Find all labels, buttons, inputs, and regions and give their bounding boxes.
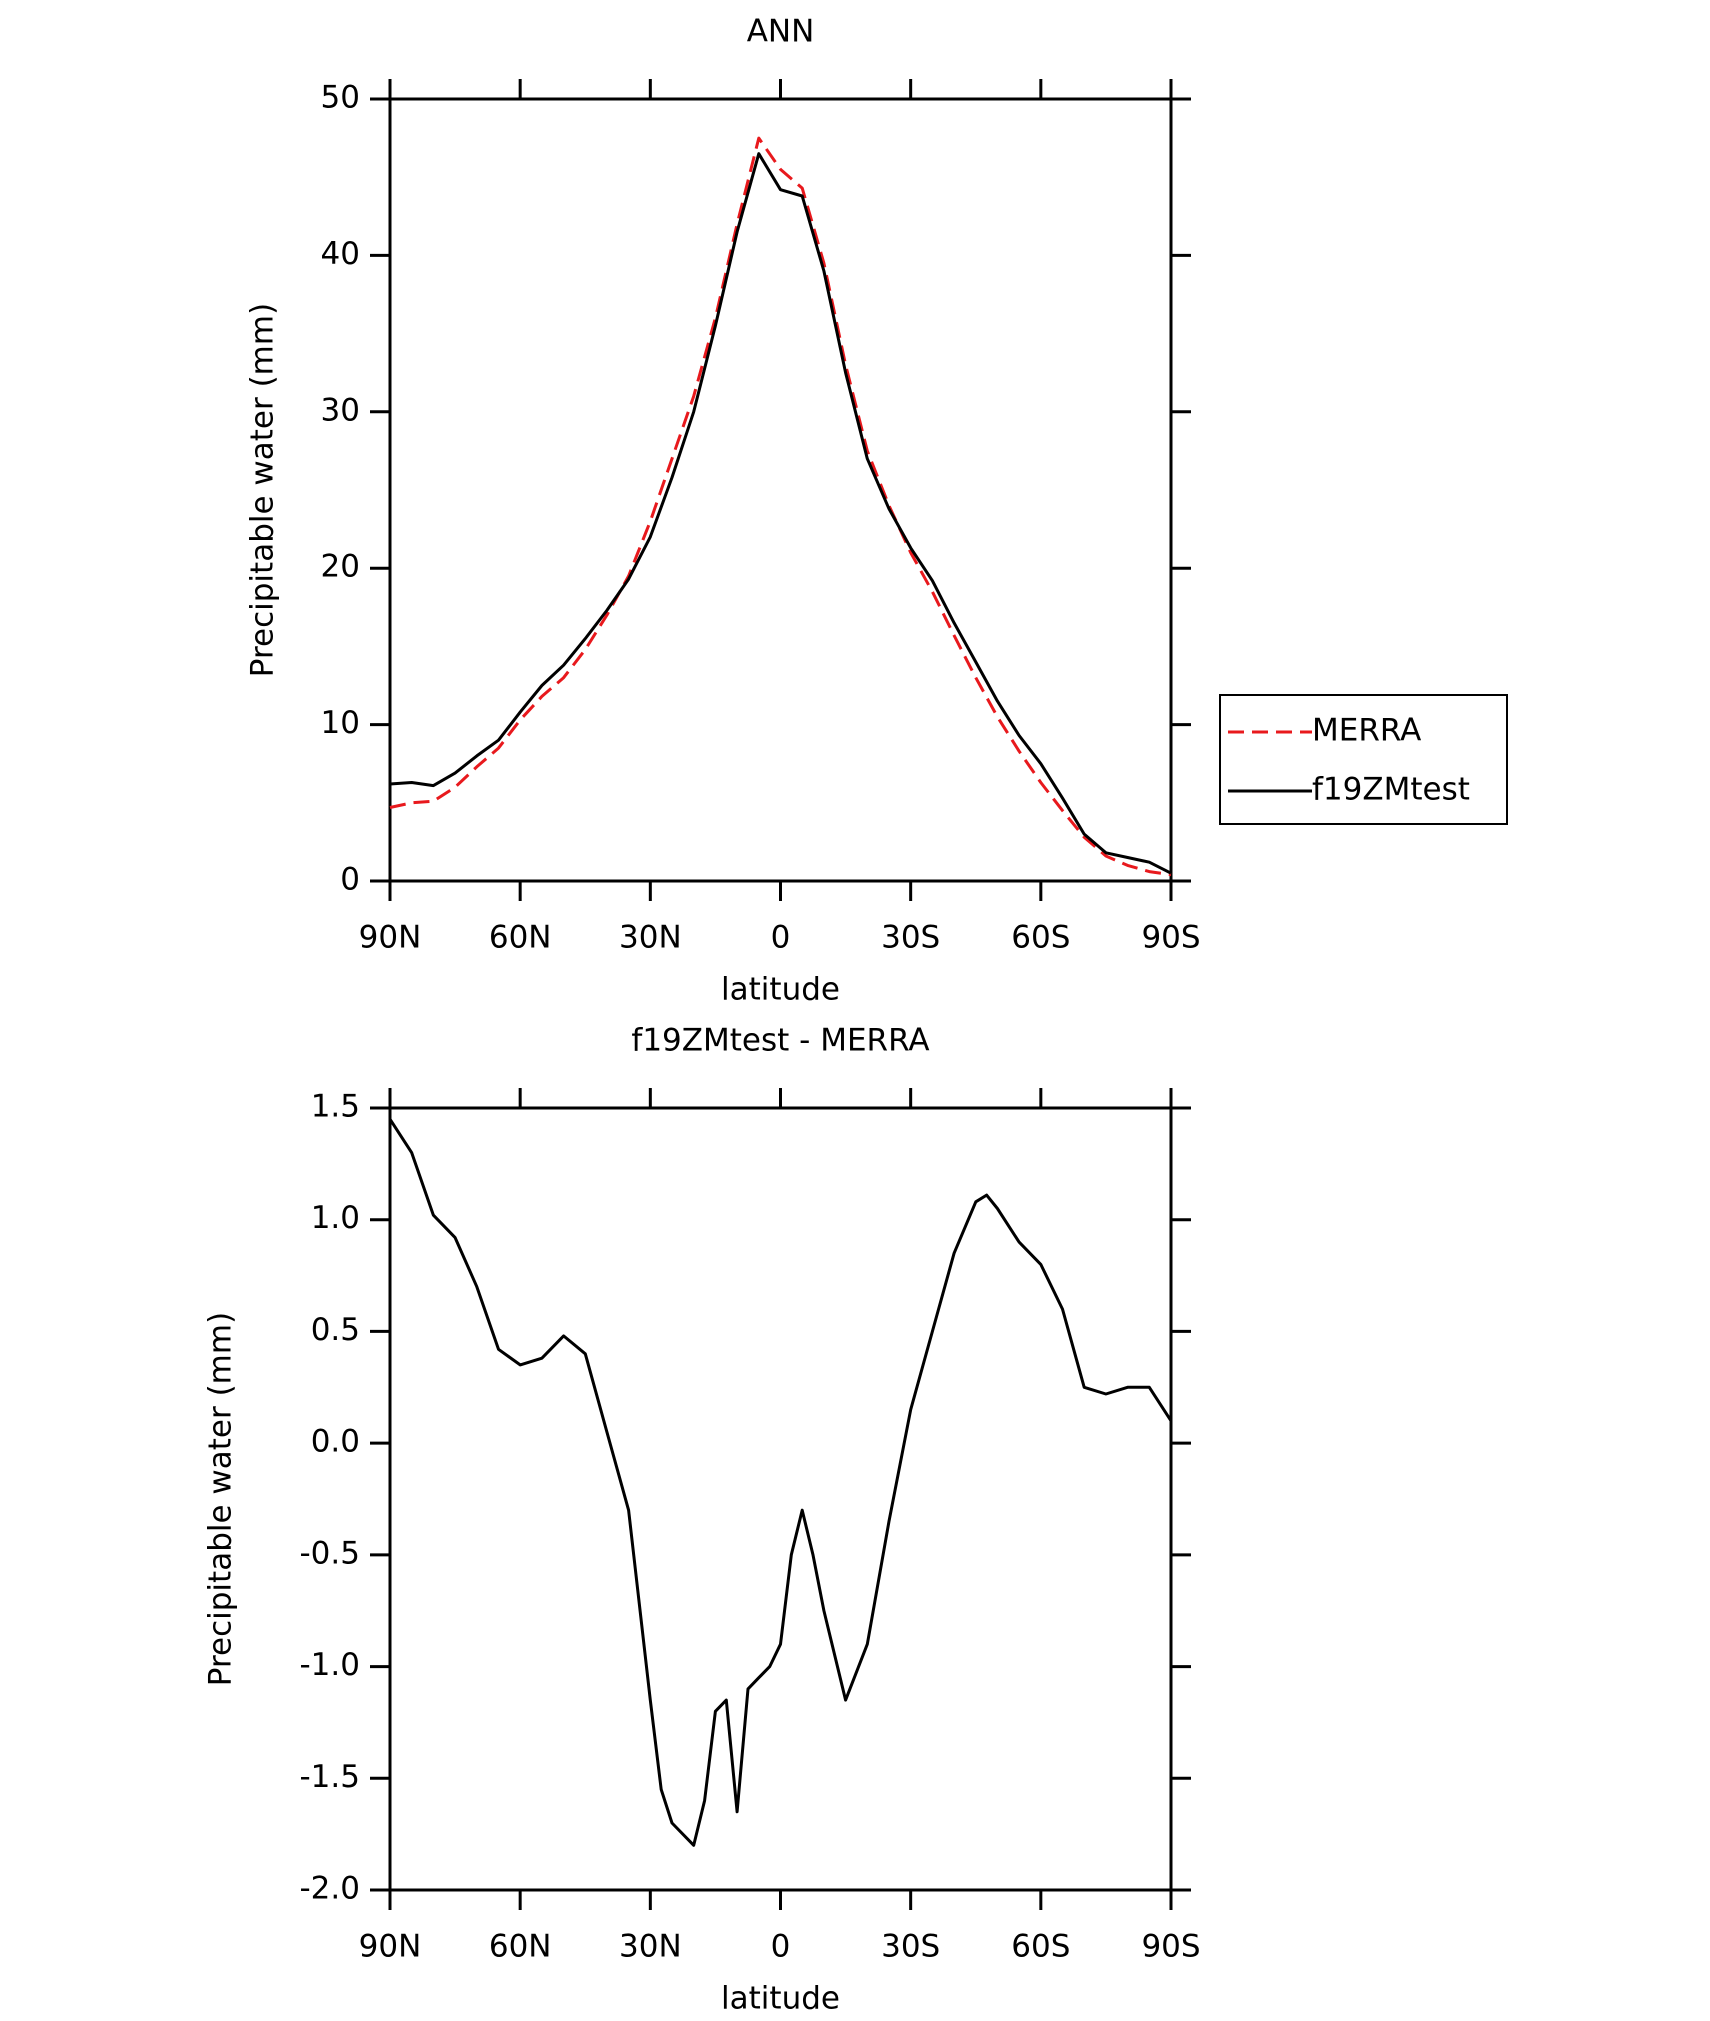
x-tick-label: 30N [619,920,682,956]
data-line [388,1118,1173,1847]
x-tick-label: 90S [1141,920,1200,956]
x-tick-label: 90N [359,1929,422,1965]
x-axis-label: latitude [721,1981,840,2017]
y-tick-label: 30 [321,392,360,428]
legend-label: f19ZMtest [1312,772,1470,808]
chart-title: ANN [747,14,815,50]
plot-frame [388,1106,1173,1892]
x-tick-label: 60S [1011,920,1070,956]
x-tick-label: 30S [881,920,940,956]
x-tick-label: 60N [489,1929,552,1965]
x-tick-label: 30N [619,1929,682,1965]
y-tick-label: 20 [321,549,360,585]
y-tick-label: -0.5 [300,1535,361,1571]
legend-label: MERRA [1312,713,1421,749]
y-tick-label: -1.5 [300,1759,361,1795]
y-tick-label: 1.5 [311,1089,360,1125]
x-tick-label: 60N [489,920,552,956]
y-tick-label: 0 [340,862,360,898]
y-tick-label: -1.0 [300,1647,361,1683]
legend-box [1219,694,1508,825]
x-tick-label: 30S [881,1929,940,1965]
y-tick-label: -2.0 [300,1871,361,1907]
y-tick-label: 0.0 [311,1424,360,1460]
y-tick-label: 1.0 [311,1200,360,1236]
y-axis-label: Precipitable water (mm) [245,303,281,677]
x-axis-label: latitude [721,972,840,1008]
y-tick-label: 0.5 [311,1312,360,1348]
x-tick-label: 90N [359,920,422,956]
y-axis-label: Precipitable water (mm) [203,1312,239,1686]
y-tick-label: 40 [321,236,360,272]
plot-frame [388,97,1173,883]
data-line [389,136,1172,877]
y-tick-label: 10 [321,705,360,741]
x-tick-label: 60S [1011,1929,1070,1965]
y-tick-label: 50 [321,80,360,116]
chart-title: f19ZMtest - MERRA [631,1023,929,1059]
data-line [389,152,1172,875]
x-tick-label: 90S [1141,1929,1200,1965]
x-tick-label: 0 [771,920,791,956]
x-tick-label: 0 [771,1929,791,1965]
